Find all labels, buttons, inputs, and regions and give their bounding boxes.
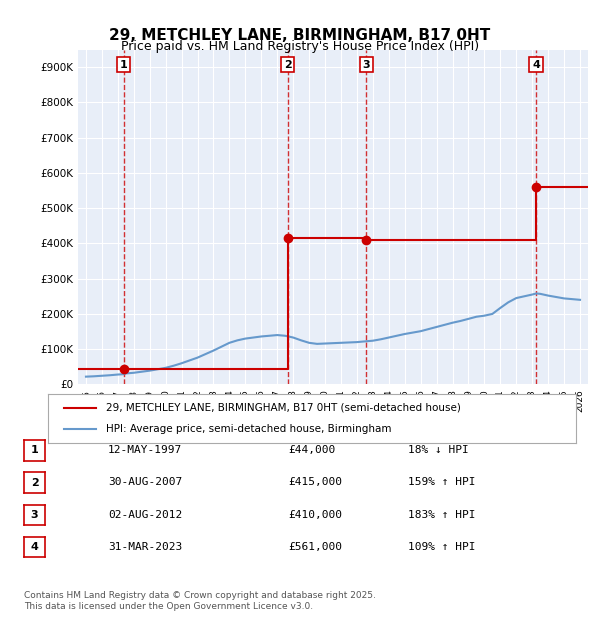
- Text: 3: 3: [31, 510, 38, 520]
- Text: 183% ↑ HPI: 183% ↑ HPI: [408, 510, 476, 520]
- Text: 30-AUG-2007: 30-AUG-2007: [108, 477, 182, 487]
- Text: £44,000: £44,000: [288, 445, 335, 455]
- Text: 29, METCHLEY LANE, BIRMINGHAM, B17 0HT: 29, METCHLEY LANE, BIRMINGHAM, B17 0HT: [109, 28, 491, 43]
- Text: 12-MAY-1997: 12-MAY-1997: [108, 445, 182, 455]
- Text: 4: 4: [532, 60, 540, 69]
- Text: £561,000: £561,000: [288, 542, 342, 552]
- Text: 159% ↑ HPI: 159% ↑ HPI: [408, 477, 476, 487]
- Text: 31-MAR-2023: 31-MAR-2023: [108, 542, 182, 552]
- Text: 2: 2: [284, 60, 292, 69]
- Text: £410,000: £410,000: [288, 510, 342, 520]
- Text: Price paid vs. HM Land Registry's House Price Index (HPI): Price paid vs. HM Land Registry's House …: [121, 40, 479, 53]
- Text: 1: 1: [120, 60, 128, 69]
- Text: 109% ↑ HPI: 109% ↑ HPI: [408, 542, 476, 552]
- Text: 2: 2: [31, 477, 38, 488]
- Text: HPI: Average price, semi-detached house, Birmingham: HPI: Average price, semi-detached house,…: [106, 425, 392, 435]
- Text: 02-AUG-2012: 02-AUG-2012: [108, 510, 182, 520]
- Text: 4: 4: [31, 542, 38, 552]
- Text: 3: 3: [362, 60, 370, 69]
- Text: 29, METCHLEY LANE, BIRMINGHAM, B17 0HT (semi-detached house): 29, METCHLEY LANE, BIRMINGHAM, B17 0HT (…: [106, 402, 461, 412]
- Text: Contains HM Land Registry data © Crown copyright and database right 2025.
This d: Contains HM Land Registry data © Crown c…: [24, 591, 376, 611]
- Text: £415,000: £415,000: [288, 477, 342, 487]
- Text: 1: 1: [31, 445, 38, 456]
- Text: 18% ↓ HPI: 18% ↓ HPI: [408, 445, 469, 455]
